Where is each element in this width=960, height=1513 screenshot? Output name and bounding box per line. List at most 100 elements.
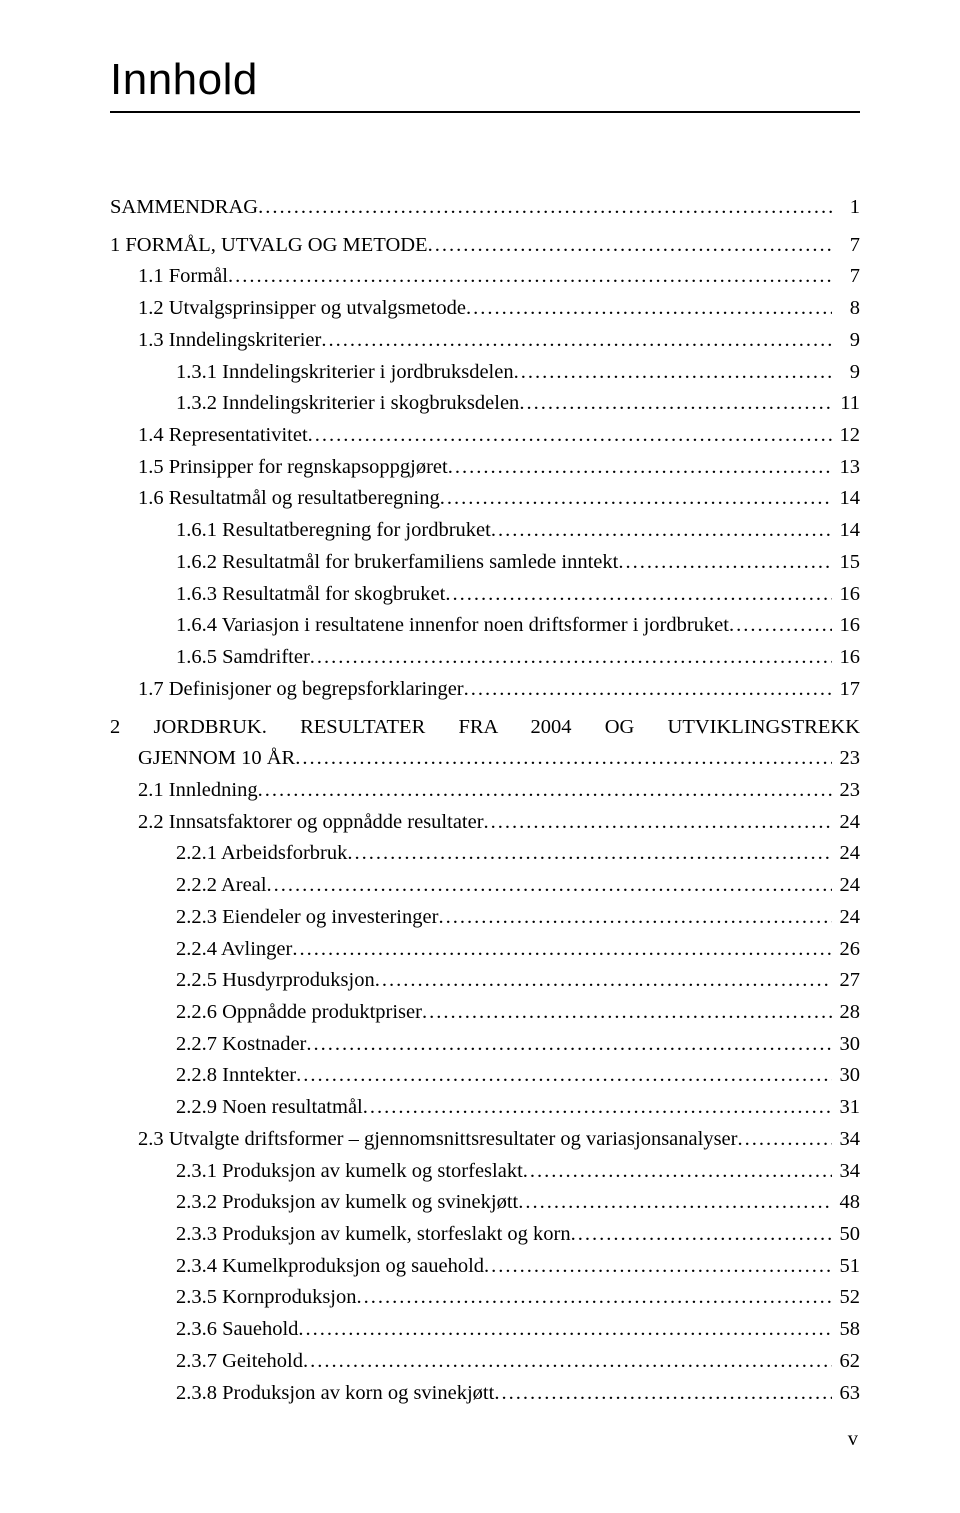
toc-leader (518, 1188, 832, 1218)
toc-entry: 2 JORDBRUK. RESULTATER FRA 2004 OG UTVIK… (110, 713, 860, 743)
toc-leader (258, 776, 832, 806)
toc-entry-page: 28 (832, 998, 860, 1028)
toc-entry: 1.2 Utvalgsprinsipper og utvalgsmetode8 (110, 294, 860, 324)
toc-entry-label: 2.3.1 Produksjon av kumelk og storfeslak… (176, 1157, 523, 1187)
toc-leader (571, 1220, 832, 1250)
toc-entry-label: 2.2.5 Husdyrproduksjon (176, 966, 375, 996)
toc-entry: 2.2.6 Oppnådde produktpriser 28 (110, 998, 860, 1028)
toc-entry-page: 62 (832, 1347, 860, 1377)
toc-entry-label: 2.3.2 Produksjon av kumelk og svinekjøtt (176, 1188, 518, 1218)
toc-entry-page: 34 (832, 1125, 860, 1155)
toc-entry-page: 51 (832, 1252, 860, 1282)
toc-entry-label: 1 FORMÅL, UTVALG OG METODE (110, 231, 428, 261)
toc-entry-label: 2.2.1 Arbeidsforbruk (176, 839, 347, 869)
toc-leader (258, 193, 832, 223)
toc-entry: 2.3.7 Geitehold 62 (110, 1347, 860, 1377)
toc-entry: 2.3.6 Sauehold58 (110, 1315, 860, 1345)
toc-entry: 2.3.2 Produksjon av kumelk og svinekjøtt… (110, 1188, 860, 1218)
toc-entry: 2.2.1 Arbeidsforbruk 24 (110, 839, 860, 869)
toc-leader (737, 1125, 832, 1155)
toc-entry: 1.5 Prinsipper for regnskapsoppgjøret13 (110, 453, 860, 483)
toc-entry: 1.6.3 Resultatmål for skogbruket 16 (110, 580, 860, 610)
toc-entry-page: 7 (832, 231, 860, 261)
toc-leader (484, 1252, 832, 1282)
toc-entry-page: 16 (832, 580, 860, 610)
toc-entry-page: 14 (832, 516, 860, 546)
toc-leader (514, 358, 832, 388)
toc-entry-label: 2.2 Innsatsfaktorer og oppnådde resultat… (138, 808, 484, 838)
toc-entry-page: 7 (832, 262, 860, 292)
toc-entry-label: 2.1 Innledning (138, 776, 258, 806)
toc-leader (494, 1379, 832, 1409)
toc-entry: 2.2.8 Inntekter30 (110, 1061, 860, 1091)
page-title: Innhold (110, 55, 860, 113)
toc-entry-label: 1.3 Inndelingskriterier (138, 326, 321, 356)
toc-entry: 1.3 Inndelingskriterier9 (110, 326, 860, 356)
toc-leader (438, 903, 832, 933)
toc-entry-label: 2.3.4 Kumelkproduksjon og sauehold (176, 1252, 484, 1282)
toc-entry-label: 2.3.5 Kornproduksjon (176, 1283, 357, 1313)
toc-entry-label: 1.6.4 Variasjon i resultatene innenfor n… (176, 611, 729, 641)
toc-entry-page: 16 (832, 643, 860, 673)
toc-entry-label: 2.2.2 Areal (176, 871, 267, 901)
toc-entry-page: 23 (832, 744, 860, 774)
toc-entry-label: 2.3 Utvalgte driftsformer – gjennomsnitt… (138, 1125, 737, 1155)
toc-leader (292, 935, 832, 965)
toc-entry: 2.2.3 Eiendeler og investeringer24 (110, 903, 860, 933)
toc-entry-label: 1.6.1 Resultatberegning for jordbruket (176, 516, 491, 546)
toc-entry-page: 23 (832, 776, 860, 806)
toc-leader (228, 262, 832, 292)
toc-entry-page: 24 (832, 808, 860, 838)
toc-entry-label: 1.5 Prinsipper for regnskapsoppgjøret (138, 453, 448, 483)
toc-entry: 1.6.5 Samdrifter 16 (110, 643, 860, 673)
toc-entry-page: 24 (832, 903, 860, 933)
toc-entry-page: 12 (832, 421, 860, 451)
toc-leader (298, 1315, 832, 1345)
toc-entry-label: 1.7 Definisjoner og begrepsforklaringer (138, 675, 464, 705)
toc-entry-page: 11 (832, 389, 860, 419)
toc-entry: 2.3.3 Produksjon av kumelk, storfeslakt … (110, 1220, 860, 1250)
toc-leader (303, 1347, 832, 1377)
toc-entry: 2.2.9 Noen resultatmål31 (110, 1093, 860, 1123)
toc-entry-label: 2.2.7 Kostnader (176, 1030, 306, 1060)
toc-leader (618, 548, 832, 578)
toc-entry-label: 1.6.2 Resultatmål for brukerfamiliens sa… (176, 548, 618, 578)
toc-leader (375, 966, 832, 996)
toc-leader (428, 231, 832, 261)
toc-leader (357, 1283, 832, 1313)
toc-entry-label: 2.3.7 Geitehold (176, 1347, 303, 1377)
toc-leader (519, 389, 832, 419)
toc-entry-page: 1 (832, 193, 860, 223)
toc-entry: GJENNOM 10 ÅR 23 (110, 744, 860, 774)
toc-leader (523, 1157, 832, 1187)
toc-entry-label: GJENNOM 10 ÅR (138, 744, 295, 774)
toc-leader (484, 808, 832, 838)
toc-entry-page: 24 (832, 839, 860, 869)
toc-entry-label: 1.1 Formål (138, 262, 228, 292)
toc-entry: SAMMENDRAG1 (110, 193, 860, 223)
toc-entry-label: 1.3.1 Inndelingskriterier i jordbruksdel… (176, 358, 514, 388)
toc-entry-page: 31 (832, 1093, 860, 1123)
toc-entry-page: 9 (832, 358, 860, 388)
toc-entry: 1.6.1 Resultatberegning for jordbruket 14 (110, 516, 860, 546)
toc-entry: 2.3.1 Produksjon av kumelk og storfeslak… (110, 1157, 860, 1187)
toc-entry-page: 27 (832, 966, 860, 996)
toc-leader (729, 611, 832, 641)
toc-entry-label: 1.6.5 Samdrifter (176, 643, 310, 673)
toc-entry-page: 58 (832, 1315, 860, 1345)
toc-entry: 2.2.5 Husdyrproduksjon 27 (110, 966, 860, 996)
toc-leader (306, 1030, 832, 1060)
toc-entry-label: 2.2.6 Oppnådde produktpriser (176, 998, 422, 1028)
toc-leader (347, 839, 832, 869)
toc-entry-label: 2.3.8 Produksjon av korn og svinekjøtt (176, 1379, 494, 1409)
toc-entry: 2.2.2 Areal 24 (110, 871, 860, 901)
toc-leader (310, 643, 832, 673)
toc-leader (321, 326, 832, 356)
toc-entry-label: 1.2 Utvalgsprinsipper og utvalgsmetode (138, 294, 466, 324)
toc-leader (363, 1093, 832, 1123)
toc-entry-label: 1.6.3 Resultatmål for skogbruket (176, 580, 445, 610)
toc-entry: 2.2.4 Avlinger26 (110, 935, 860, 965)
toc-entry-page: 24 (832, 871, 860, 901)
toc-entry-page: 52 (832, 1283, 860, 1313)
toc-leader (466, 294, 832, 324)
